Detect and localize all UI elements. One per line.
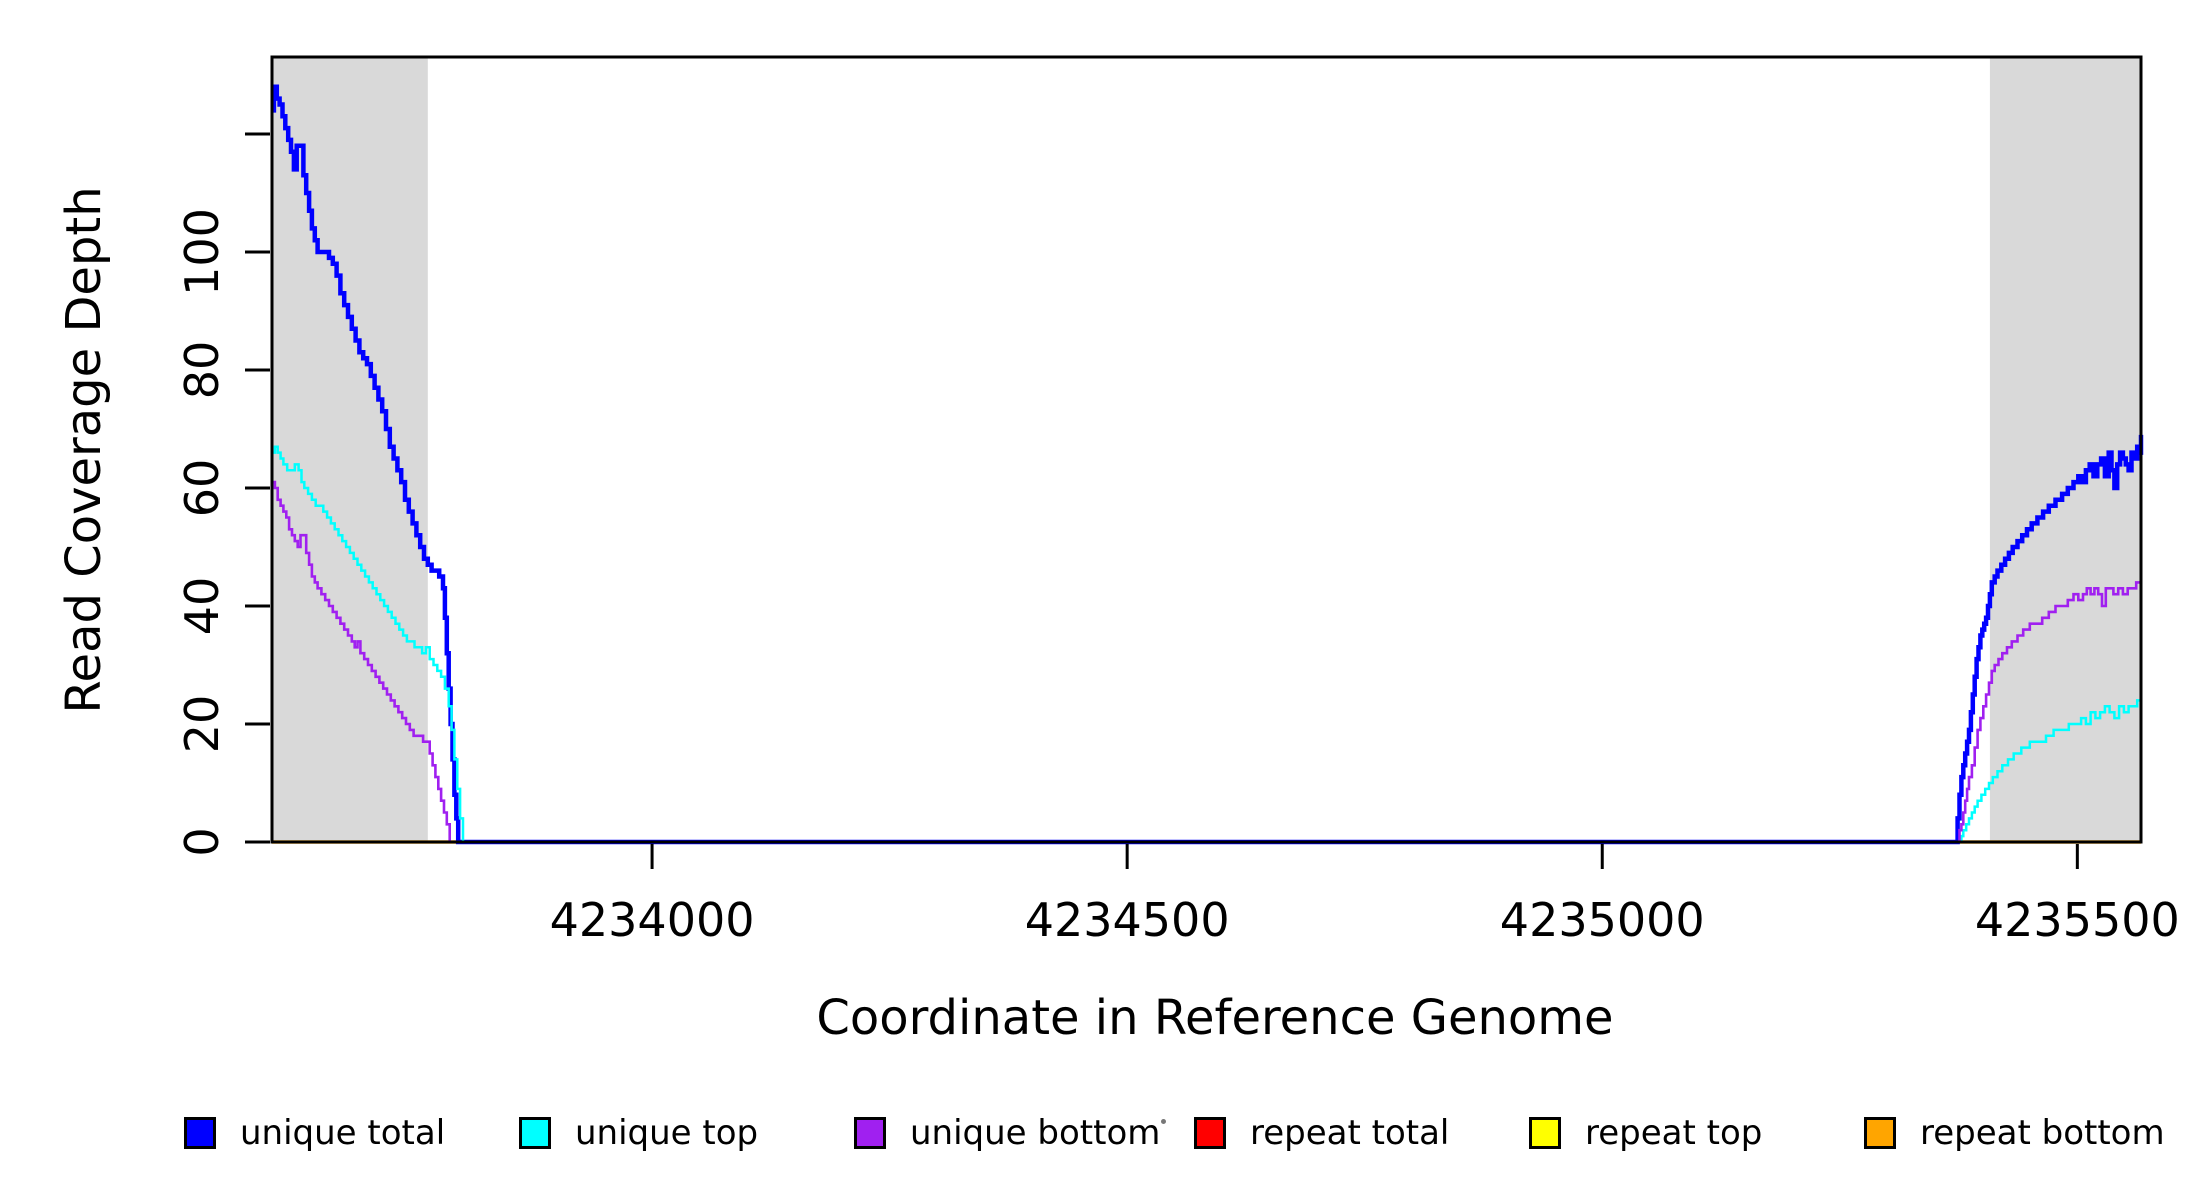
x-tick-label: 4235000 xyxy=(1500,893,1705,947)
legend-item-repeat-total: repeat total xyxy=(1194,1112,1449,1154)
stray-dot xyxy=(1161,1119,1166,1124)
legend-item-unique-bottom: unique bottom xyxy=(854,1112,1160,1154)
y-tick-label: 100 xyxy=(175,208,229,296)
y-tick-label: 20 xyxy=(175,695,229,754)
legend-label: repeat total xyxy=(1250,1113,1450,1153)
y-tick-label: 0 xyxy=(175,827,229,856)
x-tick-label: 4235500 xyxy=(1975,893,2180,947)
y-tick-label: 80 xyxy=(175,341,229,400)
legend-label: unique bottom xyxy=(910,1113,1161,1153)
series-unique-top xyxy=(272,445,2143,844)
shaded-region-0 xyxy=(272,57,428,842)
legend-item-repeat-bottom: repeat bottom xyxy=(1864,1112,2165,1154)
legend-label: repeat top xyxy=(1585,1113,1763,1153)
legend-swatch-repeat-bottom xyxy=(1864,1117,1896,1149)
legend: unique total unique top unique bottom repea… xyxy=(0,1112,2200,1158)
y-tick-label: 60 xyxy=(175,459,229,518)
y-axis-title: Read Coverage Depth xyxy=(56,186,112,714)
legend-label: unique total xyxy=(240,1113,446,1153)
shaded-region-1 xyxy=(1989,57,2141,842)
legend-swatch-unique-top xyxy=(519,1117,551,1149)
x-axis-title: Coordinate in Reference Genome xyxy=(816,990,1614,1046)
series-unique-total xyxy=(271,84,2144,845)
legend-swatch-repeat-total xyxy=(1194,1117,1226,1149)
legend-swatch-unique-total xyxy=(184,1117,216,1149)
legend-label: repeat bottom xyxy=(1920,1113,2165,1153)
x-tick-label: 4234500 xyxy=(1025,893,1230,947)
legend-swatch-unique-bottom xyxy=(854,1117,886,1149)
x-tick-label: 4234000 xyxy=(550,893,755,947)
legend-item-unique-top: unique top xyxy=(519,1112,758,1154)
series-unique-bottom xyxy=(272,480,2141,844)
y-tick-label: 40 xyxy=(175,577,229,636)
plot-frame xyxy=(270,55,2143,844)
legend-item-repeat-top: repeat top xyxy=(1529,1112,1762,1154)
legend-swatch-repeat-top xyxy=(1529,1117,1561,1149)
legend-label: unique top xyxy=(575,1113,759,1153)
legend-item-unique-total: unique total xyxy=(184,1112,445,1154)
